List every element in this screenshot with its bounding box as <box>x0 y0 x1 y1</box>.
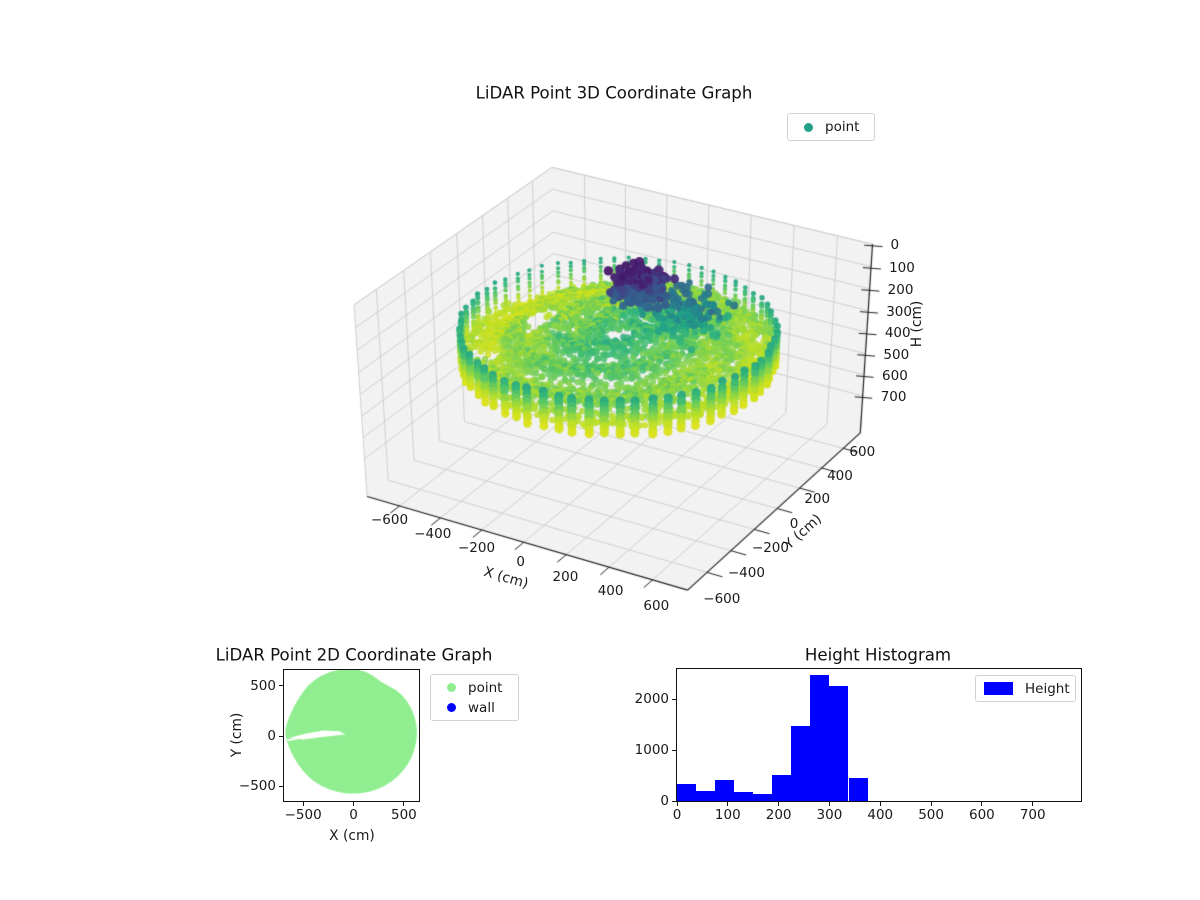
3d-z-tick-label: 300 <box>886 303 912 320</box>
2d-x-tick-label: 0 <box>349 807 358 823</box>
hist-x-tick <box>676 802 678 806</box>
3d-legend-entry-point: point <box>798 119 864 135</box>
2d-x-axis-label: X (cm) <box>329 828 375 844</box>
3d-z-tick-label: 700 <box>880 388 907 405</box>
3d-x-tick-label: 200 <box>552 568 579 585</box>
2d-x-tick <box>353 802 354 806</box>
hist-y-tick-label: 0 <box>660 793 669 809</box>
3d-z-tick-label: 100 <box>889 259 915 276</box>
3d-y-tick-label: 200 <box>804 491 831 508</box>
3d-plot-title: LiDAR Point 3D Coordinate Graph <box>475 83 753 103</box>
hist-bar <box>810 674 830 801</box>
3d-legend: point <box>787 113 875 141</box>
3d-y-tick-label: 400 <box>827 467 853 484</box>
hist-x-tick <box>778 802 780 806</box>
3d-x-tick-label: −200 <box>457 540 496 556</box>
hist-x-tick-label: 200 <box>765 807 792 823</box>
2d-y-tick-label: −500 <box>238 778 276 795</box>
2d-plot-title: LiDAR Point 2D Coordinate Graph <box>215 645 493 665</box>
hist-y-tick <box>672 749 676 751</box>
2d-y-tick <box>279 785 283 787</box>
2d-x-tick <box>403 802 405 806</box>
2d-legend-label-wall: wall <box>468 699 495 716</box>
hist-x-tick-label: 300 <box>816 807 843 823</box>
2d-legend-label-point: point <box>468 679 503 696</box>
hist-x-tick-label: 400 <box>867 807 894 823</box>
2d-y-tick <box>279 685 283 687</box>
3d-z-tick-label: 400 <box>884 325 911 342</box>
3d-x-tick-label: 600 <box>643 597 670 614</box>
2d-legend-entry-wall: wall <box>441 700 508 716</box>
2d-legend: point wall <box>430 674 519 721</box>
2d-x-tick-label: 500 <box>390 807 417 823</box>
3d-legend-label: point <box>825 119 860 135</box>
3d-scatter-canvas <box>290 135 930 635</box>
2d-y-tick-label: 500 <box>250 677 276 694</box>
hist-y-tick-label: 1000 <box>634 742 669 759</box>
3d-z-tick-label: 0 <box>890 237 900 254</box>
3d-y-tick-label: 600 <box>849 444 876 461</box>
wall-marker-icon <box>447 703 456 712</box>
hist-bar <box>848 778 868 801</box>
hist-bar <box>829 685 849 801</box>
2d-y-tick-label: 0 <box>267 728 276 744</box>
3d-x-tick-label: 400 <box>597 583 624 600</box>
3d-z-tick-label: 200 <box>887 281 914 298</box>
hist-x-tick-label: 700 <box>1019 807 1046 823</box>
hist-x-tick-label: 100 <box>714 807 741 823</box>
hist-bar <box>677 784 697 801</box>
point-marker-icon <box>804 122 813 132</box>
3d-y-tick-label: 0 <box>789 515 799 532</box>
hist-x-tick-label: 0 <box>672 807 682 823</box>
hist-y-tick-label: 2000 <box>634 691 669 708</box>
3d-z-tick-label: 600 <box>882 367 908 384</box>
hist-y-tick <box>672 698 676 700</box>
hist-x-tick <box>981 802 983 806</box>
hist-bar <box>753 793 773 801</box>
2d-x-tick-label: −500 <box>284 807 322 823</box>
2d-x-tick <box>302 802 304 806</box>
2d-legend-entry-point: point <box>441 680 508 696</box>
hist-bar <box>715 780 735 801</box>
3d-x-tick-label: 0 <box>516 554 526 571</box>
3d-y-tick-label: −200 <box>751 540 789 557</box>
hist-x-tick <box>879 802 881 806</box>
2d-y-axis-label: Y (cm) <box>229 712 245 758</box>
hist-y-tick <box>672 800 676 802</box>
2d-y-tick <box>279 735 283 737</box>
hist-x-tick-label: 500 <box>918 807 944 823</box>
histogram-legend-entry: Height <box>984 681 1070 697</box>
hist-x-tick-label: 600 <box>969 807 995 823</box>
hist-x-tick <box>1032 802 1034 806</box>
hist-bar <box>791 725 811 801</box>
hist-x-tick <box>930 802 932 806</box>
histogram-legend: Height <box>975 675 1076 702</box>
3d-x-tick-label: −400 <box>414 525 452 542</box>
histogram-legend-label: Height <box>1025 680 1070 697</box>
3d-x-tick-label: −600 <box>370 511 409 528</box>
hist-bar <box>734 791 754 801</box>
histogram-title: Height Histogram <box>804 645 952 665</box>
3d-y-tick-label: −400 <box>727 565 765 582</box>
height-swatch-icon <box>984 682 1013 695</box>
hist-bar <box>696 790 716 801</box>
hist-x-tick <box>828 802 830 806</box>
hist-x-tick <box>727 802 729 806</box>
3d-y-tick-label: −600 <box>703 590 741 607</box>
hist-bar <box>772 775 792 801</box>
3d-z-tick-label: 500 <box>883 346 910 363</box>
point-marker-icon <box>447 683 456 692</box>
2d-scatter-canvas <box>284 670 419 801</box>
2d-plot-area <box>283 669 420 802</box>
